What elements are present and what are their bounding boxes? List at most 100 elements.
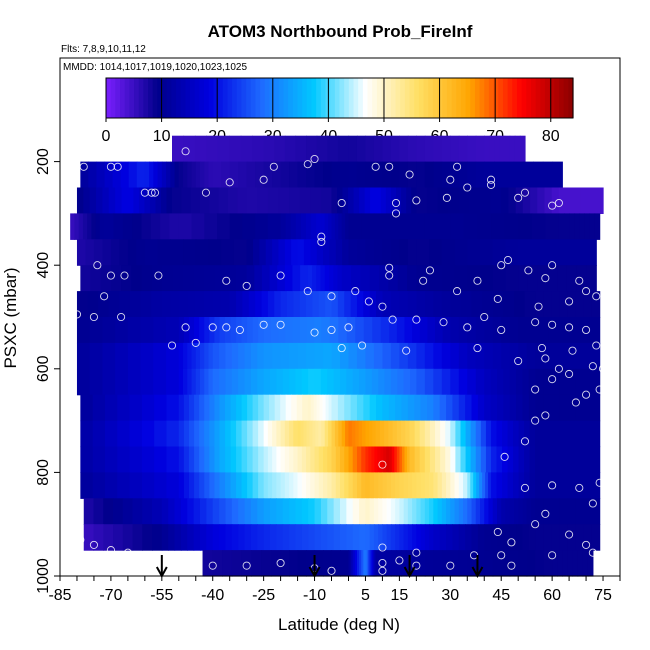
heatmap-cell <box>426 394 434 422</box>
heatmap-cell <box>569 187 577 214</box>
sample-point <box>100 292 109 301</box>
x-tick-label: -40 <box>201 587 224 604</box>
colorbar-swatch <box>171 78 177 118</box>
sample-point <box>242 561 251 570</box>
heatmap-cell <box>518 498 524 525</box>
heatmap-cell <box>591 342 601 370</box>
heatmap-cell <box>141 472 155 499</box>
heatmap-cell <box>174 524 182 551</box>
colorbar-swatch <box>414 78 420 118</box>
heatmap-cell <box>178 342 184 370</box>
heatmap-cell <box>399 213 413 240</box>
heatmap-cell <box>98 291 110 318</box>
heatmap-cell <box>420 472 426 499</box>
heatmap-cell <box>83 187 91 214</box>
heatmap-cell <box>293 291 301 318</box>
heatmap-cell <box>166 368 180 396</box>
heatmap-cell <box>314 446 320 473</box>
heatmap-cell <box>513 291 526 318</box>
y-tick-label: 800 <box>35 459 52 486</box>
heatmap-cell <box>89 342 104 370</box>
heatmap-cell <box>306 446 311 473</box>
heatmap-cell <box>569 213 575 240</box>
heatmap-cell <box>450 550 460 577</box>
sample-point <box>276 271 285 280</box>
heatmap-cell <box>236 446 243 473</box>
heatmap-cell <box>507 420 514 448</box>
sample-point <box>378 302 387 311</box>
heatmap-cell <box>263 161 273 189</box>
heatmap-cell <box>424 213 439 240</box>
heatmap-cell <box>193 498 201 525</box>
sample-point <box>395 556 404 565</box>
heatmap-cell <box>458 550 468 577</box>
heatmap-cell <box>178 161 184 189</box>
sample-point <box>106 271 115 280</box>
heatmap-cell <box>350 291 358 318</box>
heatmap-cell <box>314 550 324 577</box>
heatmap-cell <box>160 187 168 214</box>
heatmap-cell <box>518 213 533 240</box>
heatmap-cell <box>76 187 84 214</box>
heatmap-cell <box>475 446 482 473</box>
heatmap-cell <box>306 550 316 577</box>
heatmap-cell <box>437 498 443 525</box>
sample-point <box>181 323 190 332</box>
sample-point <box>317 232 326 241</box>
heatmap-cell <box>411 187 417 214</box>
heatmap-cell <box>597 187 604 214</box>
heatmap-cell <box>365 161 375 189</box>
heatmap-cell <box>204 420 210 448</box>
heatmap-cell <box>136 239 146 266</box>
heatmap-cell <box>168 498 176 525</box>
sample-point <box>317 237 326 246</box>
heatmap-cell <box>356 135 367 163</box>
heatmap-cell <box>141 420 155 448</box>
heatmap-cell <box>401 187 407 214</box>
heatmap-cell <box>110 265 122 292</box>
heatmap-cell <box>386 524 392 551</box>
heatmap-cell <box>479 472 483 499</box>
heatmap-cell <box>548 317 560 344</box>
heatmap-cell <box>518 342 528 370</box>
heatmap-cell <box>324 213 329 240</box>
sample-point <box>473 276 482 285</box>
heatmap-cell <box>467 317 477 344</box>
heatmap-cell <box>342 187 349 214</box>
heatmap-cell <box>310 187 322 214</box>
heatmap-cell <box>450 161 460 189</box>
sample-point <box>548 551 557 560</box>
heatmap-cell <box>299 291 307 318</box>
colorbar-tick-label: 80 <box>542 128 560 145</box>
sample-point <box>378 460 387 469</box>
heatmap-cell <box>331 161 341 189</box>
heatmap-cell <box>200 368 205 396</box>
heatmap-cell <box>238 161 248 189</box>
heatmap-cell <box>557 265 568 292</box>
heatmap-cell <box>392 420 398 448</box>
heatmap-cell <box>460 291 473 318</box>
heatmap-cell <box>567 498 577 525</box>
heatmap-cell <box>328 394 333 422</box>
heatmap-cell <box>188 420 195 448</box>
heatmap-cell <box>407 135 417 163</box>
heatmap-cell <box>331 213 336 240</box>
heatmap-cell <box>380 317 390 344</box>
heatmap-cell <box>559 420 568 448</box>
heatmap-cell <box>280 291 288 318</box>
heatmap-cell <box>359 550 362 577</box>
heatmap-cell <box>355 317 365 344</box>
heatmap-cell <box>85 239 95 266</box>
heatmap-cell <box>437 213 451 240</box>
heatmap-cell <box>334 420 339 448</box>
heatmap-cell <box>492 550 502 577</box>
heatmap-cell <box>407 342 417 370</box>
heatmap-cell <box>352 498 360 525</box>
heatmap-cell <box>155 187 162 214</box>
x-axis-label: Latitude (deg N) <box>278 615 400 634</box>
heatmap-cell <box>346 368 354 396</box>
colorbar-swatch <box>465 78 471 118</box>
heatmap-cell <box>187 291 197 318</box>
heatmap-cell <box>183 342 188 370</box>
heatmap-cell <box>424 291 434 318</box>
